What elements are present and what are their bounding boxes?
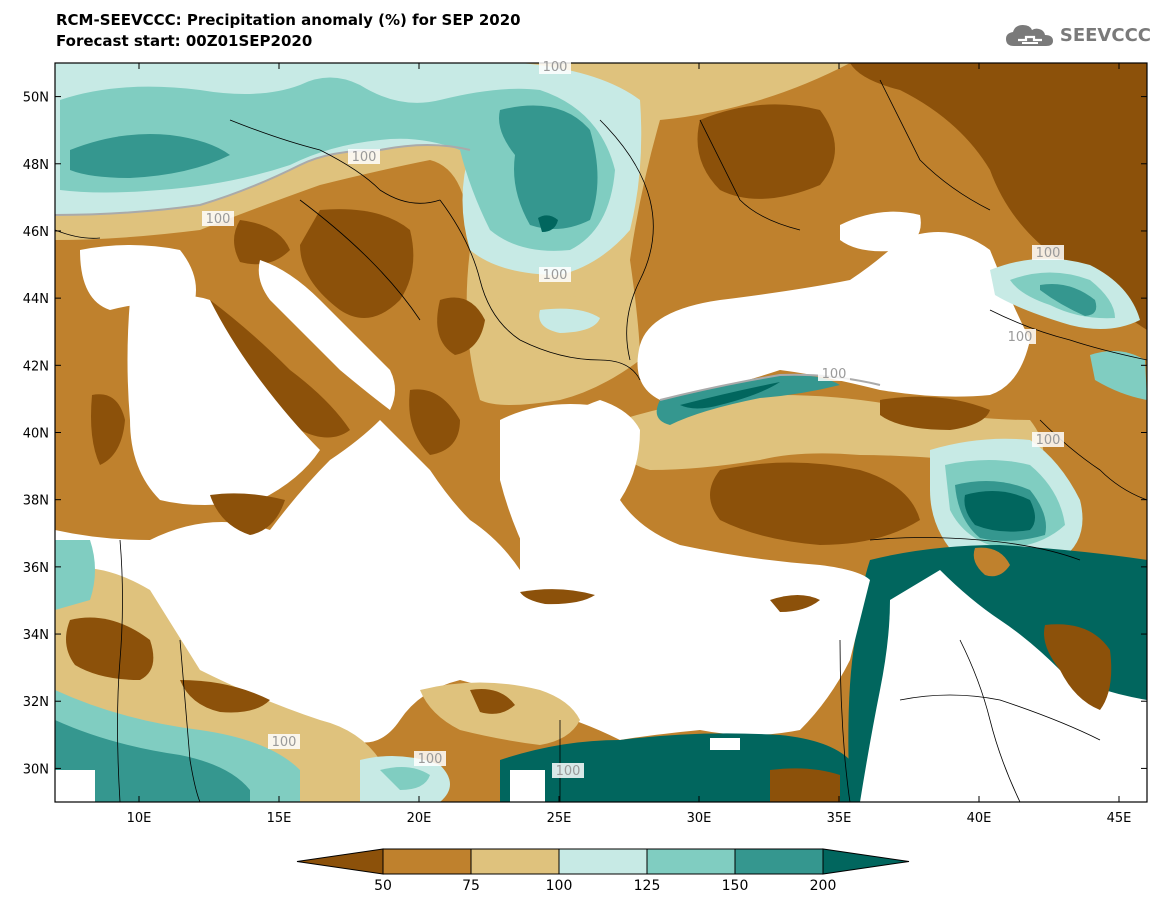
contour-label-bg (202, 211, 234, 226)
adriatic-sea (258, 260, 395, 410)
lat-tick-label: 40N (23, 427, 49, 442)
contour-label-bg (1004, 329, 1036, 344)
lon-tick-label: 25E (547, 811, 572, 826)
country-borders (55, 79, 1147, 802)
contour-label-bg (348, 149, 380, 164)
contour-label: 100 (822, 367, 847, 382)
map-axes: 10E 15E 20E 25E 30E 35E 40E 45E 50N 48N 46N 44N 42N 4… (23, 63, 1147, 826)
tyrrhenian-sea (127, 295, 320, 505)
field-east-teal (1090, 351, 1147, 400)
contour-label-bg (552, 763, 584, 778)
field-turkey-dry-2 (880, 396, 990, 430)
lat-tick-label: 50N (23, 91, 49, 106)
contour-label: 100 (1036, 433, 1061, 448)
field-carpathian-core (538, 215, 558, 232)
black-sea (637, 232, 1030, 400)
field-bulgaria-teal (539, 308, 600, 333)
field-sardinia-dry (91, 394, 125, 465)
contour-label: 100 (543, 60, 568, 75)
forecast-start-label: Forecast start: 00Z01SEP2020 (56, 32, 313, 50)
field-libya-dry (180, 680, 270, 713)
field-carpathian-dark-teal (499, 105, 598, 229)
contour-labels: 100 100 100 100 100 100 100 100 100 100 100 (202, 59, 1064, 779)
field-balkan-dry-1 (300, 209, 414, 318)
field-algeria-teal (55, 540, 95, 610)
field-egypt-dry (470, 689, 515, 714)
contour-label: 100 (206, 212, 231, 227)
field-blacksea-coast-darkest (680, 382, 780, 409)
field-south-dark (55, 720, 250, 802)
field-egypt-teal (500, 733, 850, 802)
lat-tick-label: 36N (23, 561, 49, 576)
field-italy-dry (209, 300, 350, 438)
lat-tick-label: 48N (23, 158, 49, 173)
aegean-sea (500, 404, 616, 560)
field-europe-dark-teal (70, 134, 230, 178)
logo-text: SEEVCCC (1059, 24, 1151, 46)
contour-label: 100 (272, 735, 297, 750)
field-turkey-dry (710, 462, 920, 545)
crete (520, 589, 595, 605)
field-egypt-dry-south (770, 768, 840, 802)
lat-tick-label: 32N (23, 695, 49, 710)
seevccc-logo: SEEVCCC (1004, 22, 1151, 48)
lon-tick-label: 35E (827, 811, 852, 826)
contour-label: 100 (543, 268, 568, 283)
field-egypt-tan (420, 682, 580, 745)
lat-tick-label: 34N (23, 628, 49, 643)
lat-tick-label: 46N (23, 225, 49, 240)
field-tunisia-dry (66, 617, 154, 680)
chart-title: RCM-SEEVCCC: Precipitation anomaly (%) f… (56, 11, 521, 29)
contour-label: 100 (352, 150, 377, 165)
lat-tick-label: 44N (23, 292, 49, 307)
field-caucasus-dark (1040, 284, 1097, 316)
lon-tick-label: 15E (267, 811, 292, 826)
contour-label: 100 (418, 752, 443, 767)
field-desert-white (860, 570, 1147, 802)
field-balkan-dry-3 (437, 297, 485, 355)
lat-tick-label: 38N (23, 494, 49, 509)
contour-label-bg (414, 751, 446, 766)
field-balkan-dry-2 (234, 220, 290, 265)
contour-label-bg (818, 366, 850, 381)
lon-tick-label: 30E (687, 811, 712, 826)
field-blacksea-coast-teal (656, 374, 840, 425)
map-field (55, 63, 1147, 802)
field-iraq-dry (1044, 624, 1112, 710)
contour-label: 100 (1008, 330, 1033, 345)
lon-tick-label: 45E (1107, 811, 1132, 826)
field-ukraine-dry (697, 104, 835, 199)
lon-tick-label: 10E (127, 811, 152, 826)
lat-tick-label: 42N (23, 359, 49, 374)
field-white-patch-1 (510, 770, 545, 802)
lon-tick-label: 40E (967, 811, 992, 826)
lat-tick-label: 30N (23, 762, 49, 777)
azov-sea (840, 211, 921, 252)
contour-label: 100 (1036, 246, 1061, 261)
title-block: RCM-SEEVCCC: Precipitation anomaly (%) f… (56, 10, 521, 52)
field-levant-darkest (964, 491, 1035, 532)
contour-label: 100 (556, 764, 581, 779)
field-balkan-dry-4 (409, 389, 460, 455)
contour-label-bg (1032, 432, 1064, 447)
lon-tick-label: 20E (407, 811, 432, 826)
field-bulgaria-tan (490, 295, 636, 395)
mediterranean-sea (55, 400, 870, 743)
contour-100-europe (55, 144, 471, 216)
sicily (210, 493, 285, 535)
cyprus (770, 595, 820, 612)
field-syria-dry (973, 547, 1010, 577)
contour-label-bg (539, 267, 571, 282)
contour-label-bg (539, 59, 571, 74)
cloud-logo-icon (1005, 25, 1053, 46)
contour-label-bg (1032, 245, 1064, 260)
contour-label-bg (268, 734, 300, 749)
field-libya-teal-mid (380, 766, 430, 790)
field-white-patch-2 (710, 738, 740, 750)
field-europe-mid-teal (60, 77, 615, 251)
ligurian-sea (80, 245, 196, 310)
field-white-patch-3 (55, 770, 95, 802)
